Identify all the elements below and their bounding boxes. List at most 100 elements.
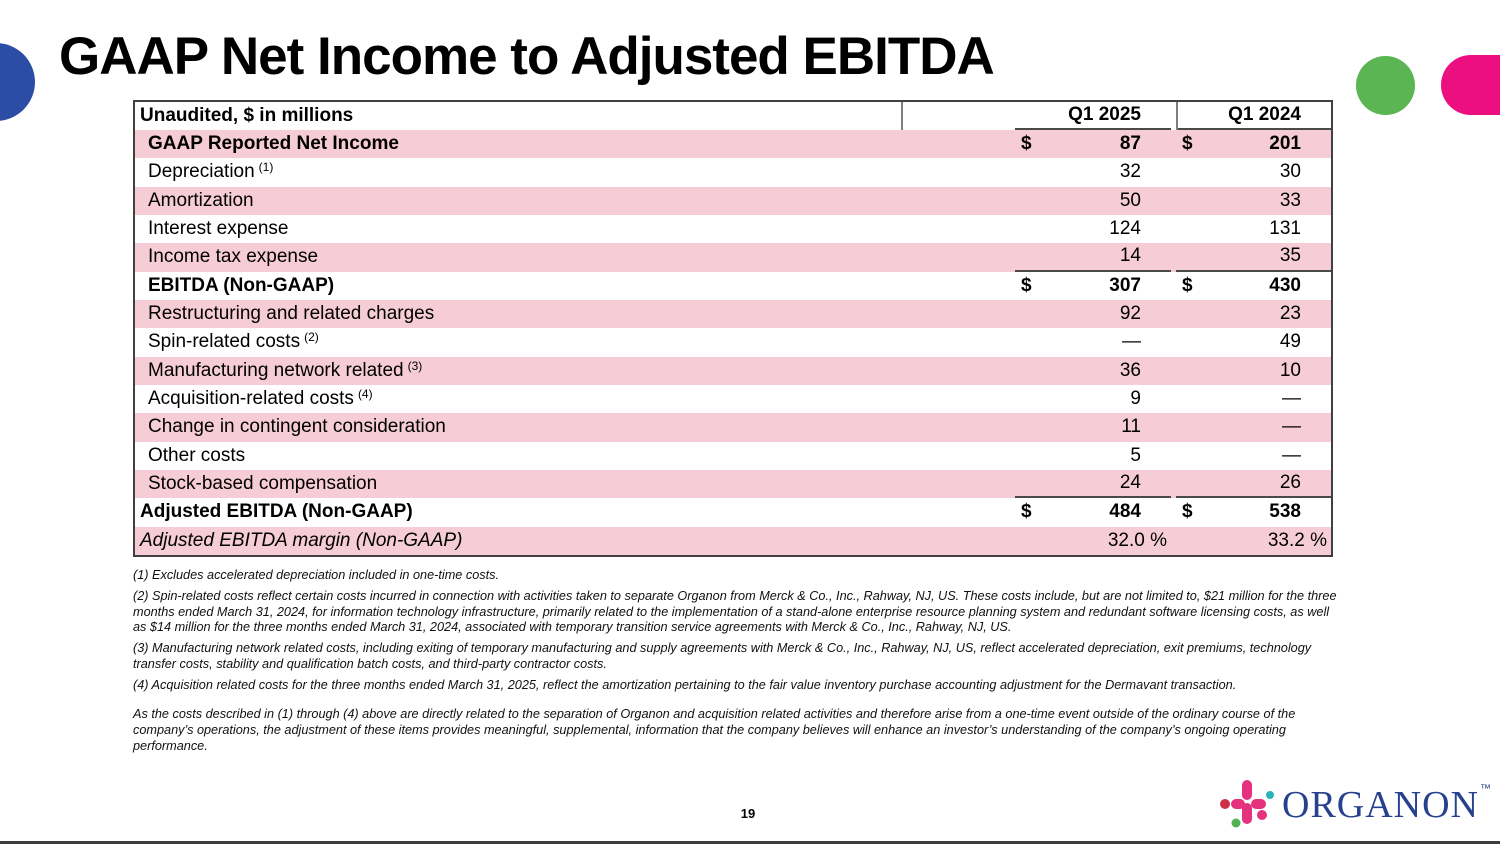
value-cell-q1-2025: $484 bbox=[1015, 498, 1171, 526]
table-row: Amortization 50 33 bbox=[135, 186, 1331, 215]
row-label: Change in contingent consideration bbox=[148, 416, 446, 438]
table-row: Acquisition-related costs (4) 9 — bbox=[135, 385, 1331, 413]
value-cell-q1-2025: 32 bbox=[1015, 158, 1171, 186]
currency-symbol: $ bbox=[1182, 133, 1193, 155]
footnote-marker: (4) bbox=[357, 387, 373, 402]
header-col-q1-2024: Q1 2024 bbox=[1176, 102, 1331, 130]
value-cell-q1-2025: 14 bbox=[1015, 243, 1171, 272]
value-cell-q1-2025: 50 bbox=[1015, 187, 1171, 215]
value-cell-q1-2025: 5 bbox=[1015, 442, 1171, 470]
table-header-row: Unaudited, $ in millions Q1 2025 Q1 2024 bbox=[135, 102, 1331, 130]
value-cell-q1-2024: — bbox=[1176, 385, 1331, 413]
footnote: (4) Acquisition related costs for the th… bbox=[133, 677, 1237, 692]
row-label: Depreciation (1) bbox=[148, 160, 274, 183]
value-q1-2024: 201 bbox=[1269, 133, 1301, 155]
table-row: Restructuring and related charges 92 23 bbox=[135, 299, 1331, 329]
value-q1-2025: 32 bbox=[1119, 161, 1141, 183]
currency-symbol: $ bbox=[1021, 274, 1032, 296]
footnote-marker: (3) bbox=[407, 358, 423, 373]
value-cell-q1-2024: 30 bbox=[1176, 158, 1331, 186]
decor-pink-shape bbox=[1441, 55, 1500, 115]
value-cell-q1-2024: $201 bbox=[1176, 130, 1331, 158]
table-row: Interest expense 124 131 bbox=[135, 215, 1331, 243]
table-row: GAAP Reported Net Income $87 $201 bbox=[135, 130, 1331, 159]
value-cell-q1-2024: 131 bbox=[1176, 215, 1331, 243]
decor-green-circle bbox=[1356, 56, 1415, 115]
currency-symbol: $ bbox=[1021, 501, 1032, 523]
value-q1-2025: 5 bbox=[1130, 444, 1141, 466]
value-q1-2025: 9 bbox=[1130, 388, 1141, 410]
value-cell-q1-2024: — bbox=[1176, 413, 1331, 441]
header-cell-divider bbox=[1176, 102, 1178, 130]
footnote: (1) Excludes accelerated depreciation in… bbox=[133, 568, 500, 582]
footnotes-block: (1) Excludes accelerated depreciation in… bbox=[133, 568, 1338, 760]
value-q1-2024: — bbox=[1282, 416, 1301, 438]
table-row: Other costs 5 — bbox=[135, 442, 1331, 470]
table-row: Income tax expense 14 35 bbox=[135, 243, 1331, 272]
value-q1-2025: 36 bbox=[1119, 359, 1141, 381]
value-q1-2025: 92 bbox=[1119, 303, 1141, 325]
value-cell-q1-2024: 35 bbox=[1176, 243, 1331, 272]
organon-logomark-icon bbox=[1220, 780, 1274, 828]
organon-logo: ORGANON ™ bbox=[1218, 776, 1491, 834]
value-q1-2024: 30 bbox=[1279, 161, 1301, 183]
organon-wordmark: ORGANON bbox=[1282, 784, 1479, 826]
row-label: Acquisition-related costs (4) bbox=[148, 387, 373, 410]
row-label: Interest expense bbox=[148, 218, 289, 240]
page-number: 19 bbox=[740, 806, 756, 821]
value-cell-q1-2024: 26 bbox=[1176, 470, 1331, 499]
footnote: (3) Manufacturing network related costs,… bbox=[133, 641, 1312, 671]
value-cell-q1-2025: 32.0 % bbox=[1015, 527, 1171, 555]
footnote: (2) Spin-related costs reflect certain c… bbox=[133, 588, 1337, 635]
value-cell-q1-2025: 9 bbox=[1015, 385, 1171, 413]
value-cell-q1-2025: 36 bbox=[1015, 357, 1171, 385]
value-cell-q1-2025: — bbox=[1015, 328, 1171, 356]
row-label: EBITDA (Non-GAAP) bbox=[148, 274, 335, 296]
value-cell-q1-2024: $430 bbox=[1176, 272, 1331, 300]
row-label: Spin-related costs (2) bbox=[148, 330, 319, 353]
row-label: Restructuring and related charges bbox=[148, 303, 435, 325]
header-col-label: Q1 2025 bbox=[1068, 104, 1141, 125]
page-title: GAAP Net Income to Adjusted EBITDA bbox=[59, 27, 995, 86]
row-label: Other costs bbox=[148, 444, 246, 466]
currency-symbol: $ bbox=[1021, 133, 1032, 155]
value-q1-2024: 131 bbox=[1269, 218, 1301, 240]
value-cell-q1-2025: 124 bbox=[1015, 215, 1171, 243]
row-label: GAAP Reported Net Income bbox=[148, 133, 399, 155]
value-cell-q1-2025: $87 bbox=[1015, 130, 1171, 158]
footnote-marker: (1) bbox=[258, 160, 274, 175]
value-cell-q1-2024: 33.2 % bbox=[1176, 527, 1331, 555]
value-q1-2025: 14 bbox=[1119, 245, 1141, 267]
value-q1-2024: — bbox=[1282, 388, 1301, 410]
row-label: Adjusted EBITDA (Non-GAAP) bbox=[140, 501, 413, 523]
currency-symbol: $ bbox=[1182, 501, 1193, 523]
decor-blue-circle bbox=[0, 43, 35, 121]
value-q1-2024: 10 bbox=[1279, 359, 1301, 381]
footnote-marker: (2) bbox=[304, 330, 319, 345]
value-q1-2025: 11 bbox=[1121, 416, 1141, 438]
table-row: EBITDA (Non-GAAP) $307 $430 bbox=[135, 272, 1331, 300]
value-q1-2025: 24 bbox=[1119, 472, 1141, 494]
value-q1-2025: 50 bbox=[1119, 189, 1141, 211]
value-cell-q1-2025: $307 bbox=[1015, 272, 1171, 300]
row-label: Amortization bbox=[148, 189, 254, 211]
value-q1-2025: 124 bbox=[1109, 218, 1141, 240]
value-cell-q1-2024: 33 bbox=[1176, 187, 1331, 215]
value-cell-q1-2025: 24 bbox=[1015, 470, 1171, 499]
value-q1-2025: — bbox=[1122, 331, 1141, 353]
row-label: Stock-based compensation bbox=[148, 473, 378, 495]
value-q1-2024: 33 bbox=[1279, 189, 1301, 211]
value-q1-2024: 23 bbox=[1279, 303, 1301, 325]
value-q1-2025: 87 bbox=[1119, 133, 1141, 155]
value-cell-q1-2024: — bbox=[1176, 442, 1331, 470]
value-q1-2025: 32.0 % bbox=[1107, 529, 1167, 551]
value-cell-q1-2025: 11 bbox=[1015, 413, 1171, 441]
value-cell-q1-2024: 23 bbox=[1176, 300, 1331, 328]
header-cell-divider bbox=[901, 102, 903, 130]
value-cell-q1-2024: 10 bbox=[1176, 357, 1331, 385]
header-label: Unaudited, $ in millions bbox=[140, 105, 354, 126]
table-row: Stock-based compensation 24 26 bbox=[135, 469, 1331, 499]
table-row: Adjusted EBITDA (Non-GAAP) $484 $538 bbox=[135, 498, 1331, 526]
value-q1-2024: 430 bbox=[1269, 274, 1301, 296]
value-q1-2024: 33.2 % bbox=[1267, 529, 1327, 551]
